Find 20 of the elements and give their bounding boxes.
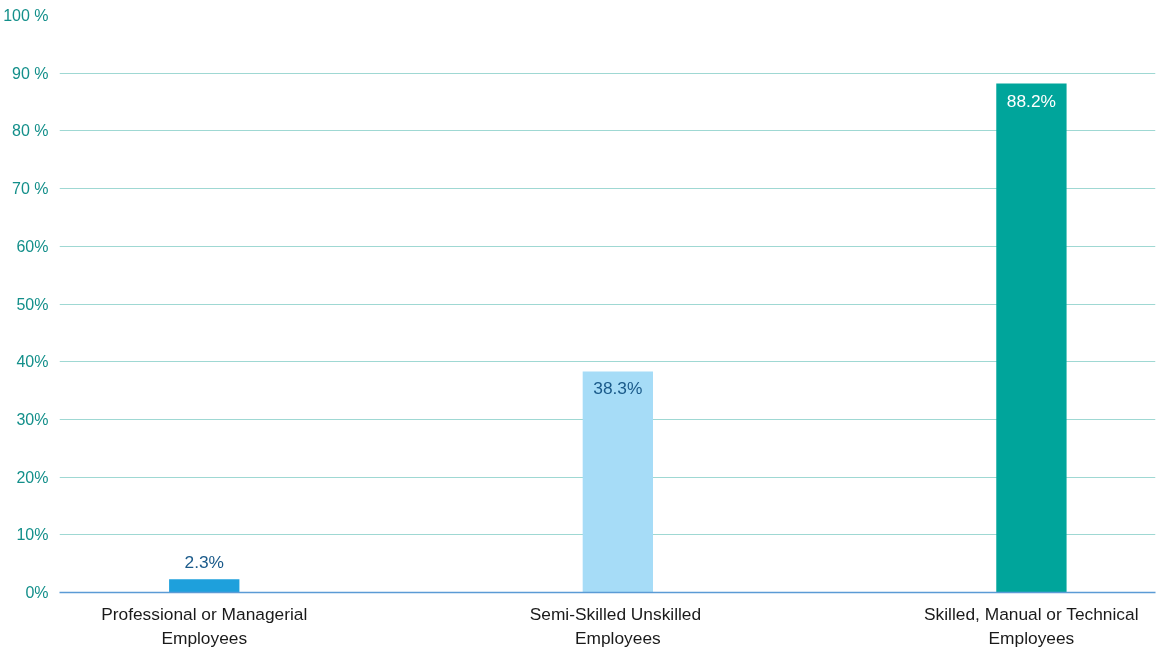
y-tick-label: 40% (16, 353, 49, 371)
bar (996, 83, 1067, 593)
y-tick-label: 50% (16, 295, 49, 313)
data-label: 38.3% (593, 378, 643, 399)
y-tick-label: 70 % (12, 180, 49, 198)
y-tick-label: 60% (16, 237, 49, 255)
y-tick-label: 10% (16, 526, 49, 544)
y-tick-label: 90 % (12, 64, 49, 82)
bar (582, 371, 653, 593)
y-tick-label: 20% (16, 468, 49, 486)
y-tick-label: 30% (16, 410, 49, 428)
x-tick-label: Skilled, Manual or Technical Employees (924, 603, 1139, 648)
data-label: 2.3% (184, 552, 225, 573)
x-tick-label: Semi-Skilled Unskilled Employees (529, 603, 702, 648)
bar (169, 579, 240, 593)
y-tick-label: 80 % (12, 122, 49, 140)
data-label: 88.2% (1006, 90, 1056, 111)
y-tick-label: 100 % (3, 7, 49, 24)
x-tick-label: Professional or Managerial Employees (101, 603, 308, 648)
y-tick-label: 0% (25, 584, 49, 601)
